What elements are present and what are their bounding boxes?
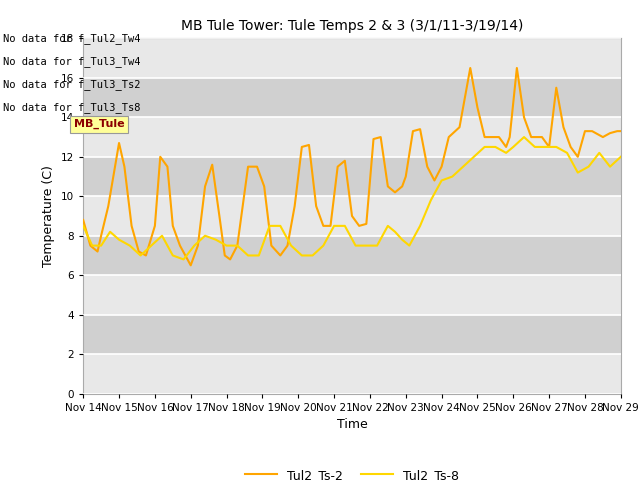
- Bar: [83, 196, 621, 236]
- Bar: [83, 78, 621, 117]
- Tul2_Ts-8: [79, 223, 87, 229]
- Tul2_Ts-8: [234, 243, 241, 249]
- Tul2_Ts-8: [398, 237, 406, 242]
- Text: No data for f_Tul3_Tw4: No data for f_Tul3_Tw4: [3, 56, 141, 67]
- Text: No data for f_Tul3_Ts8: No data for f_Tul3_Ts8: [3, 102, 141, 113]
- Tul2_Ts-2: [79, 217, 87, 223]
- Bar: [83, 315, 621, 354]
- Text: MB_Tule: MB_Tule: [74, 119, 124, 130]
- Title: MB Tule Tower: Tule Temps 2 & 3 (3/1/11-3/19/14): MB Tule Tower: Tule Temps 2 & 3 (3/1/11-…: [181, 19, 523, 33]
- Tul2_Ts-2: [187, 263, 195, 268]
- X-axis label: Time: Time: [337, 418, 367, 431]
- Tul2_Ts-2: [424, 164, 431, 169]
- Tul2_Ts-2: [268, 243, 275, 249]
- Tul2_Ts-2: [520, 114, 528, 120]
- Line: Tul2_Ts-2: Tul2_Ts-2: [83, 68, 621, 265]
- Legend: Tul2_Ts-2, Tul2_Ts-8: Tul2_Ts-2, Tul2_Ts-8: [241, 464, 463, 480]
- Tul2_Ts-8: [180, 256, 188, 262]
- Bar: [83, 38, 621, 78]
- Text: No data for f_Tul2_Tw4: No data for f_Tul2_Tw4: [3, 33, 141, 44]
- Tul2_Ts-2: [362, 221, 370, 227]
- Tul2_Ts-8: [520, 134, 528, 140]
- Bar: [83, 157, 621, 196]
- Bar: [83, 354, 621, 394]
- Tul2_Ts-8: [406, 243, 413, 249]
- Tul2_Ts-8: [502, 150, 510, 156]
- Tul2_Ts-8: [617, 154, 625, 160]
- Tul2_Ts-2: [128, 223, 136, 229]
- Y-axis label: Temperature (C): Temperature (C): [42, 165, 56, 267]
- Tul2_Ts-8: [427, 197, 435, 203]
- Bar: [83, 236, 621, 275]
- Tul2_Ts-2: [617, 128, 625, 134]
- Bar: [83, 117, 621, 157]
- Tul2_Ts-2: [438, 164, 445, 169]
- Bar: [83, 275, 621, 315]
- Tul2_Ts-8: [438, 178, 445, 183]
- Tul2_Ts-2: [467, 65, 474, 71]
- Line: Tul2_Ts-8: Tul2_Ts-8: [83, 137, 621, 259]
- Text: No data for f_Tul3_Ts2: No data for f_Tul3_Ts2: [3, 79, 141, 90]
